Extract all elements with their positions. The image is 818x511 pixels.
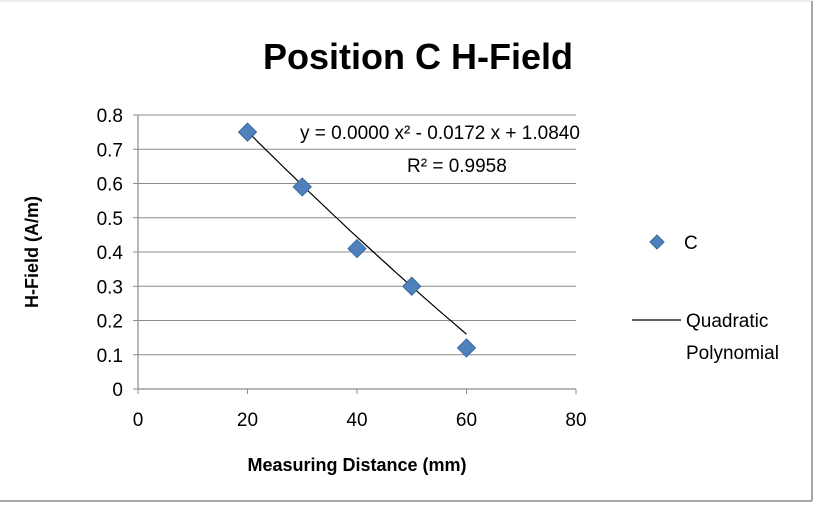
data-point [237, 122, 258, 142]
x-tick-label: 20 [237, 410, 258, 431]
x-tick-labels: 0 20 40 60 80 [133, 410, 587, 431]
axes [133, 114, 577, 394]
y-tick-label: 0.8 [97, 106, 123, 127]
trendline-path [247, 130, 467, 335]
legend: C Quadratic Polynomial [632, 233, 779, 364]
trendline-r-squared: R² = 0.9958 [407, 156, 507, 177]
data-point [402, 276, 422, 296]
x-tick-label: 80 [565, 410, 586, 431]
chart-title: Position C H-Field [263, 36, 573, 77]
data-points [237, 122, 477, 358]
y-tick-label: 0.4 [97, 243, 124, 264]
legend-marker-c [649, 234, 665, 250]
trendline-layer [247, 130, 467, 335]
gridlines [138, 114, 576, 356]
y-tick-label: 0.1 [97, 346, 123, 367]
legend-label-trendline-line2: Polynomial [686, 343, 779, 364]
y-tick-label: 0.7 [97, 140, 123, 161]
legend-label-trendline-line1: Quadratic [686, 311, 768, 332]
data-point [347, 238, 367, 259]
trendline-equation: y = 0.0000 x² - 0.0172 x + 1.0840 [300, 123, 580, 144]
x-tick-label: 60 [456, 410, 477, 431]
y-tick-labels: 0 0.1 0.2 0.3 0.4 0.5 0.6 0.7 0.8 [97, 106, 124, 401]
x-axis-title: Measuring Distance (mm) [247, 455, 466, 475]
legend-label-c: C [684, 233, 698, 254]
y-tick-label: 0.6 [97, 175, 123, 196]
y-tick-label: 0.3 [97, 277, 123, 298]
y-tick-label: 0.2 [97, 312, 123, 333]
y-tick-label: 0 [112, 380, 123, 401]
y-axis-title: H-Field (A/m) [22, 196, 42, 308]
data-point [292, 177, 312, 197]
x-tick-label: 0 [133, 410, 144, 431]
x-tick-label: 40 [346, 410, 367, 431]
data-point [456, 338, 477, 358]
y-tick-label: 0.5 [97, 209, 123, 230]
